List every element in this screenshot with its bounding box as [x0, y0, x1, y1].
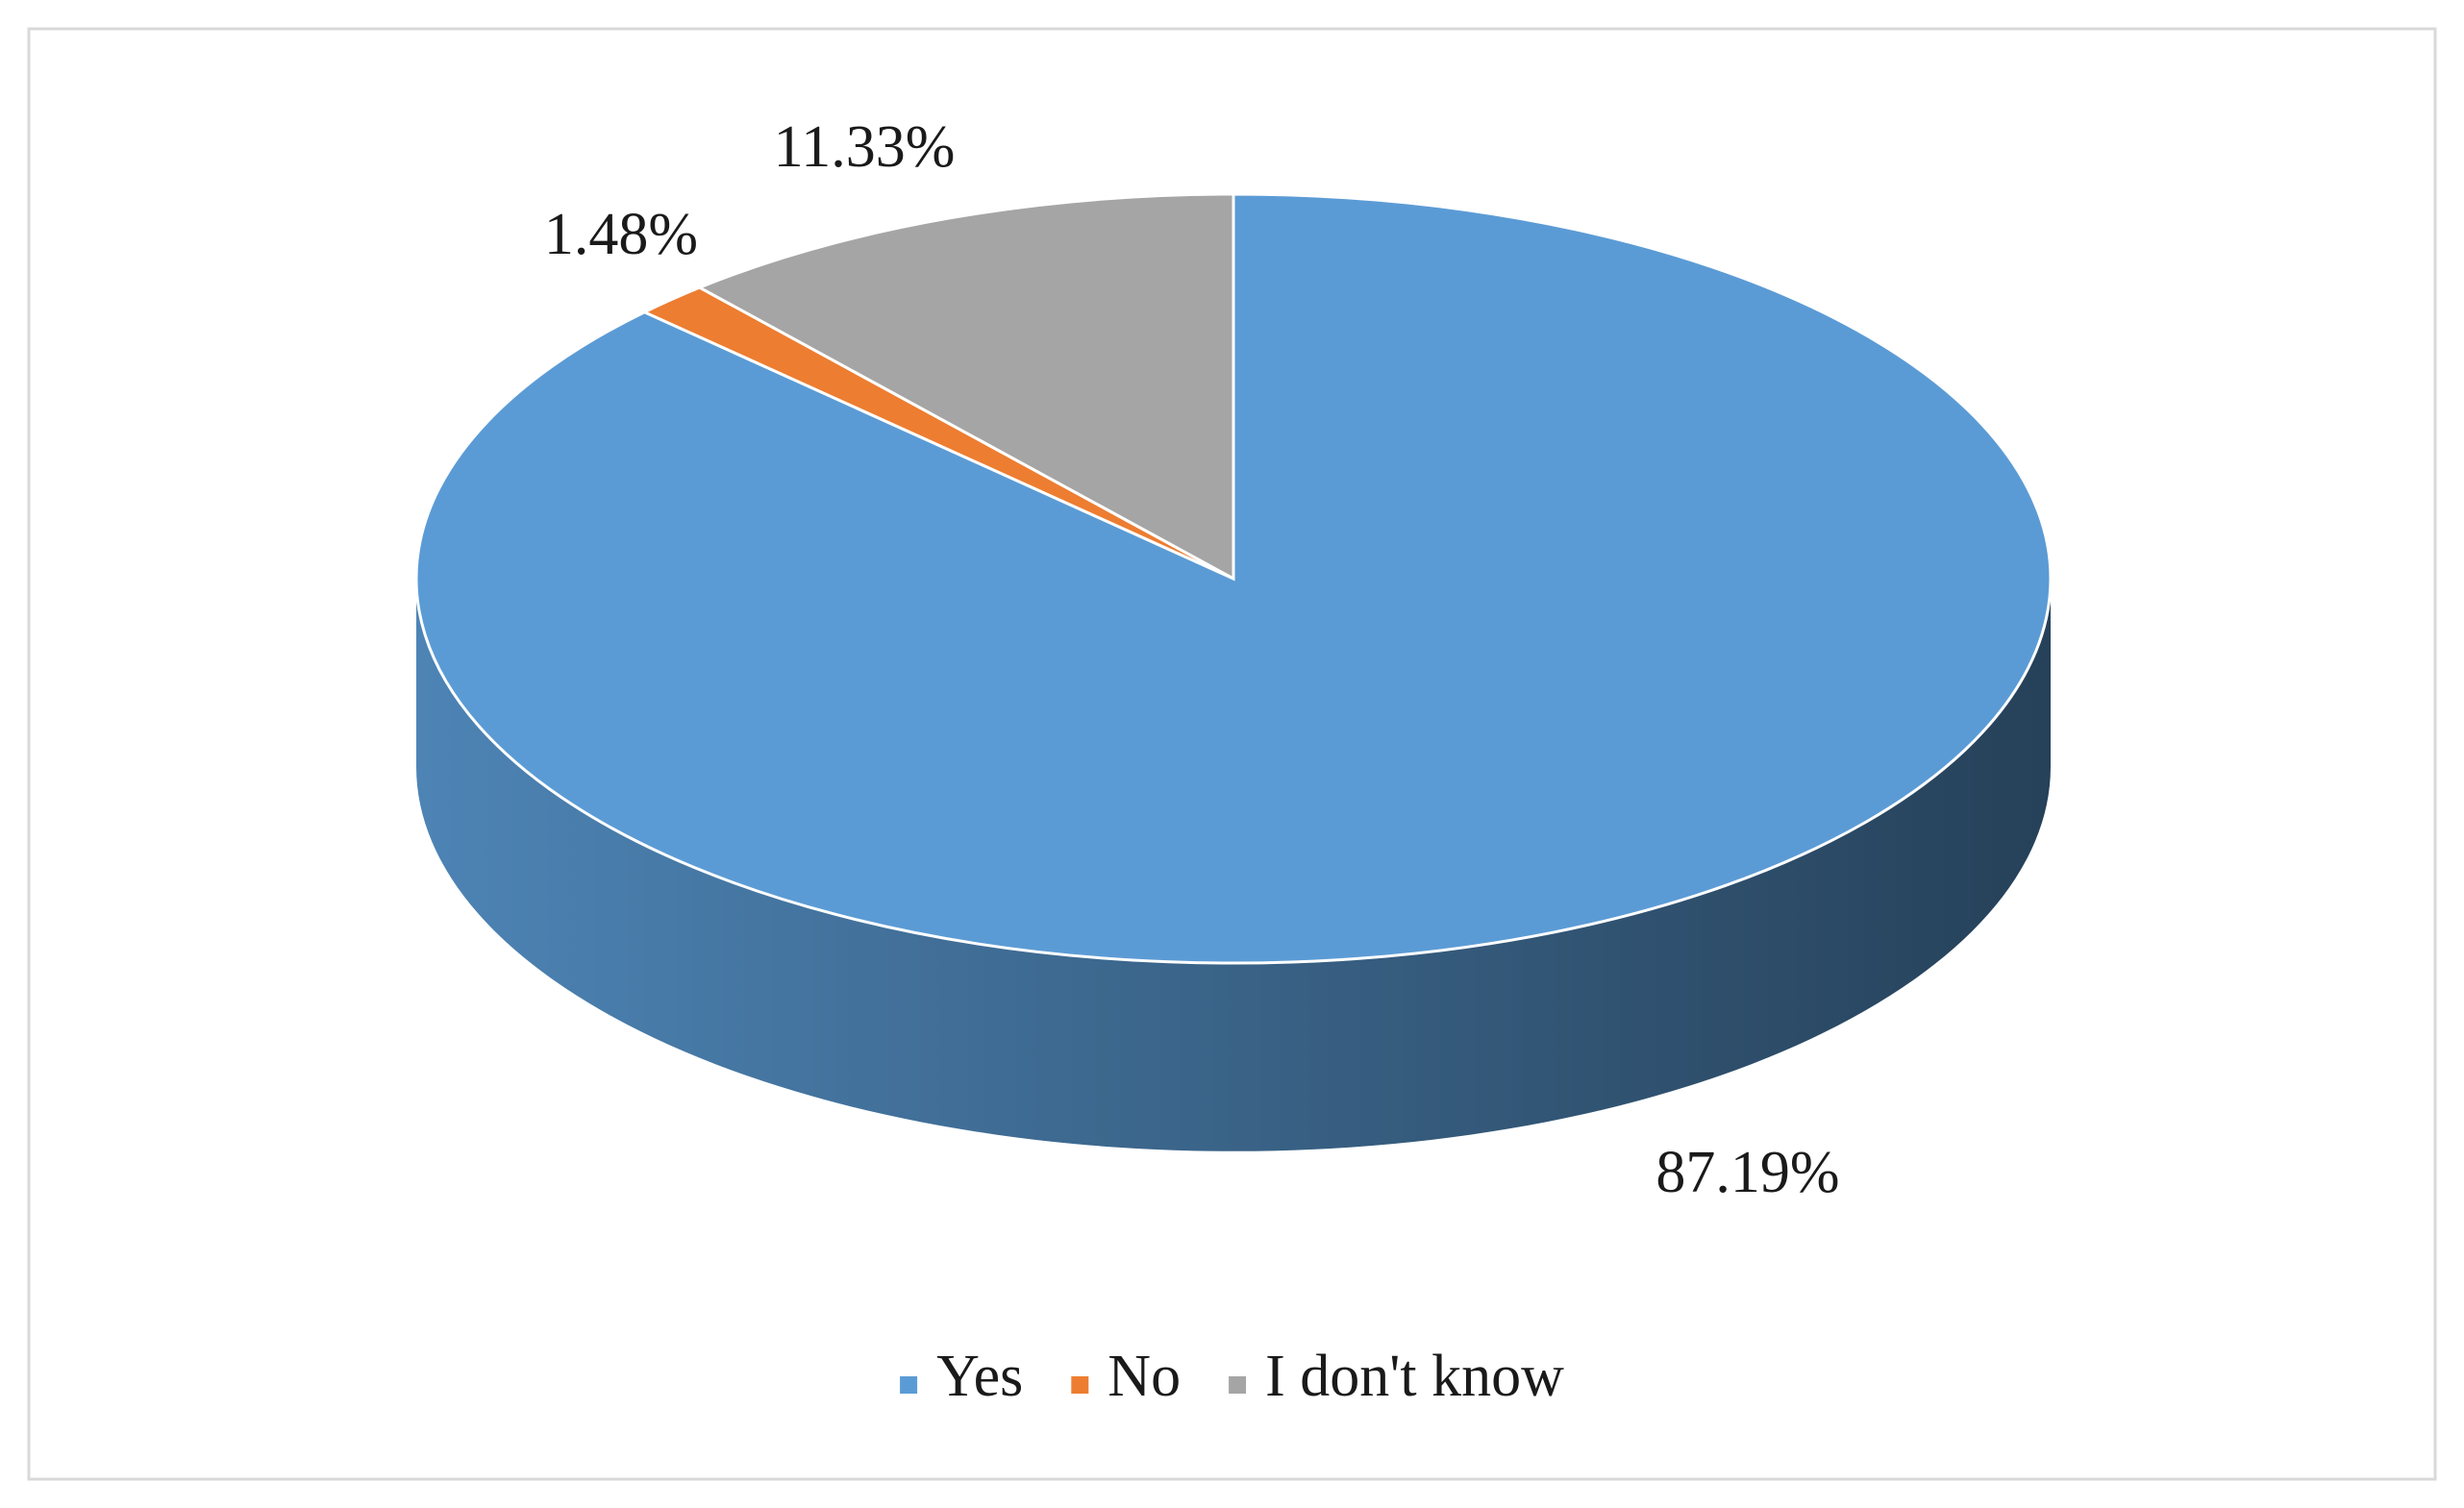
legend-label: No: [1108, 1344, 1181, 1409]
legend-swatch: [1071, 1376, 1089, 1394]
slice-side: [416, 579, 2051, 1151]
legend-swatch: [1229, 1376, 1247, 1394]
legend-label: Yes: [936, 1344, 1023, 1409]
legend-swatch: [900, 1376, 918, 1394]
data-label: 87.19%: [1655, 1140, 1839, 1205]
pie-tops: [414, 192, 2053, 965]
data-label: 1.48%: [544, 202, 698, 267]
data-labels: 87.19% 1.48% 11.33%: [544, 114, 1840, 1205]
legend: Yes No I don't know: [900, 1344, 1564, 1409]
pie-sides: [416, 579, 2051, 1151]
legend-label: I don't know: [1265, 1344, 1564, 1409]
data-label: 11.33%: [774, 114, 956, 180]
slice: [696, 192, 1235, 581]
